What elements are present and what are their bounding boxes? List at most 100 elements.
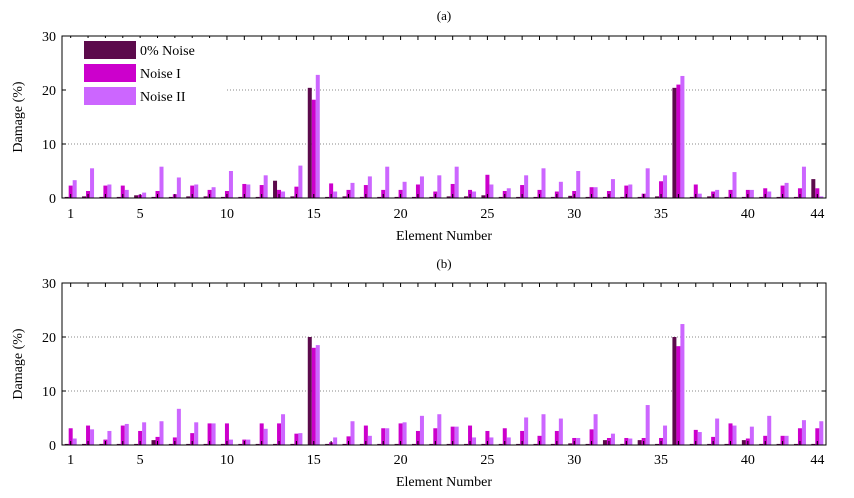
panel-b-bar	[698, 432, 702, 445]
panel-a-xtick-label: 20	[394, 207, 408, 222]
panel-b-xtick-label: 40	[741, 453, 755, 468]
panel-b-bar	[472, 437, 476, 445]
panel-a-bar	[715, 190, 719, 198]
panel-b-bar	[152, 440, 156, 445]
panel-a-bar	[385, 167, 389, 198]
panel-b-title: (b)	[436, 256, 451, 271]
panel-b-bar	[742, 440, 746, 445]
panel-b-bar	[368, 436, 372, 445]
panel-b-bar	[264, 429, 268, 445]
panel-a-bar	[142, 193, 146, 198]
panel-a-bar	[680, 76, 684, 198]
panel-b-bar	[437, 414, 441, 445]
panel-b-bar	[594, 414, 598, 445]
panel-a-bar	[611, 179, 615, 198]
panel-a-ytick-label: 0	[49, 192, 56, 207]
panel-b-bar	[312, 348, 316, 445]
panel-b-bar	[281, 414, 285, 445]
panel-a-bar	[273, 181, 277, 198]
panel-b-bar	[298, 433, 302, 445]
panel-b-bar	[194, 422, 198, 445]
panel-a-xtick-label: 40	[741, 207, 755, 222]
panel-b-ytick-label: 30	[42, 277, 56, 292]
panel-a-xtick-label: 15	[307, 207, 321, 222]
panel-b-axes-frame	[62, 283, 826, 445]
panel-a-xtick-label: 25	[480, 207, 494, 222]
panel-b-bar	[246, 440, 250, 445]
panel-b-bar	[229, 440, 233, 445]
panel-b-bar	[663, 426, 667, 445]
panel-b-bar	[750, 427, 754, 445]
panel-b-bar	[733, 426, 737, 445]
panel-b-bar	[507, 437, 511, 445]
panel-b-ylabel: Damage (%)	[11, 328, 26, 399]
panel-b-bar	[420, 416, 424, 445]
panel-a-bar	[811, 179, 815, 198]
panel-b-bar	[802, 420, 806, 445]
panel-b-bar	[524, 417, 528, 445]
panel-a-bar	[489, 185, 493, 199]
panel-a-bar	[524, 175, 528, 198]
panel-b-bar	[628, 439, 632, 445]
panel-a-bar	[368, 176, 372, 198]
panel-a-bar	[802, 167, 806, 198]
panel-b-bar	[672, 337, 676, 445]
panel-b-bar	[160, 421, 164, 445]
panel-a-bar	[125, 190, 129, 198]
panel-a-bar	[559, 182, 563, 198]
panel-b-bar	[333, 437, 337, 445]
panel-b-xtick-label: 44	[810, 453, 824, 468]
panel-a-bar	[594, 187, 598, 198]
panel-b-bar	[308, 337, 312, 445]
panel-a-legend-label: 0% Noise	[140, 44, 195, 59]
panel-b-bar	[576, 438, 580, 445]
panel-b-xtick-label: 15	[307, 453, 321, 468]
panel-b-bar	[785, 436, 789, 445]
panel-a-legend-label: Noise II	[140, 90, 186, 105]
panel-b-xtick-label: 35	[654, 453, 668, 468]
panel-b-bar	[676, 346, 680, 445]
panel-b-bar	[638, 440, 642, 445]
panel-b-bar	[403, 422, 407, 445]
panel-b-bar	[767, 416, 771, 445]
panel-b-bar	[715, 419, 719, 445]
panel-a-bar	[246, 185, 250, 199]
panel-b-bar	[177, 409, 181, 445]
panel-a-bar	[229, 171, 233, 198]
panel-b-bar	[455, 427, 459, 445]
panel-a-bar	[698, 194, 702, 198]
panel-b-xtick-label: 30	[567, 453, 581, 468]
panel-b-xtick-label: 5	[137, 453, 144, 468]
panel-a-xtick-label: 44	[810, 207, 824, 222]
panel-b-bar	[212, 423, 216, 445]
panel-b-bar	[125, 424, 129, 445]
panel-a-bar	[308, 88, 312, 198]
panel-b-ytick-label: 20	[42, 331, 56, 346]
panel-a-bar	[455, 167, 459, 198]
panel-a-bar	[733, 172, 737, 198]
panel-b-bar	[142, 422, 146, 445]
panel-a-bar	[177, 177, 181, 198]
panel-a-bar	[312, 100, 316, 198]
panel-a-bar	[542, 168, 546, 198]
panel-b-bar	[819, 421, 823, 445]
panel-b-bar	[680, 324, 684, 445]
panel-b-bar	[559, 419, 563, 445]
panel-a-legend-swatch	[84, 64, 136, 82]
panel-a-bar	[281, 192, 285, 198]
panel-a-bar	[437, 175, 441, 198]
panel-b-xlabel: Element Number	[396, 475, 492, 490]
panel-a-legend-swatch	[84, 41, 136, 59]
panel-a-bar	[785, 183, 789, 198]
panel-b-bar	[351, 421, 355, 445]
panel-a-bar	[646, 168, 650, 198]
panel-a-bar	[663, 175, 667, 198]
panel-a-ytick-label: 30	[42, 30, 56, 45]
panel-a-xtick-label: 5	[137, 207, 144, 222]
panel-b-xtick-label: 10	[220, 453, 234, 468]
panel-a-xlabel: Element Number	[396, 229, 492, 244]
panel-a-xtick-label: 35	[654, 207, 668, 222]
panel-a-title: (a)	[437, 8, 451, 23]
panel-a-bar	[767, 192, 771, 198]
